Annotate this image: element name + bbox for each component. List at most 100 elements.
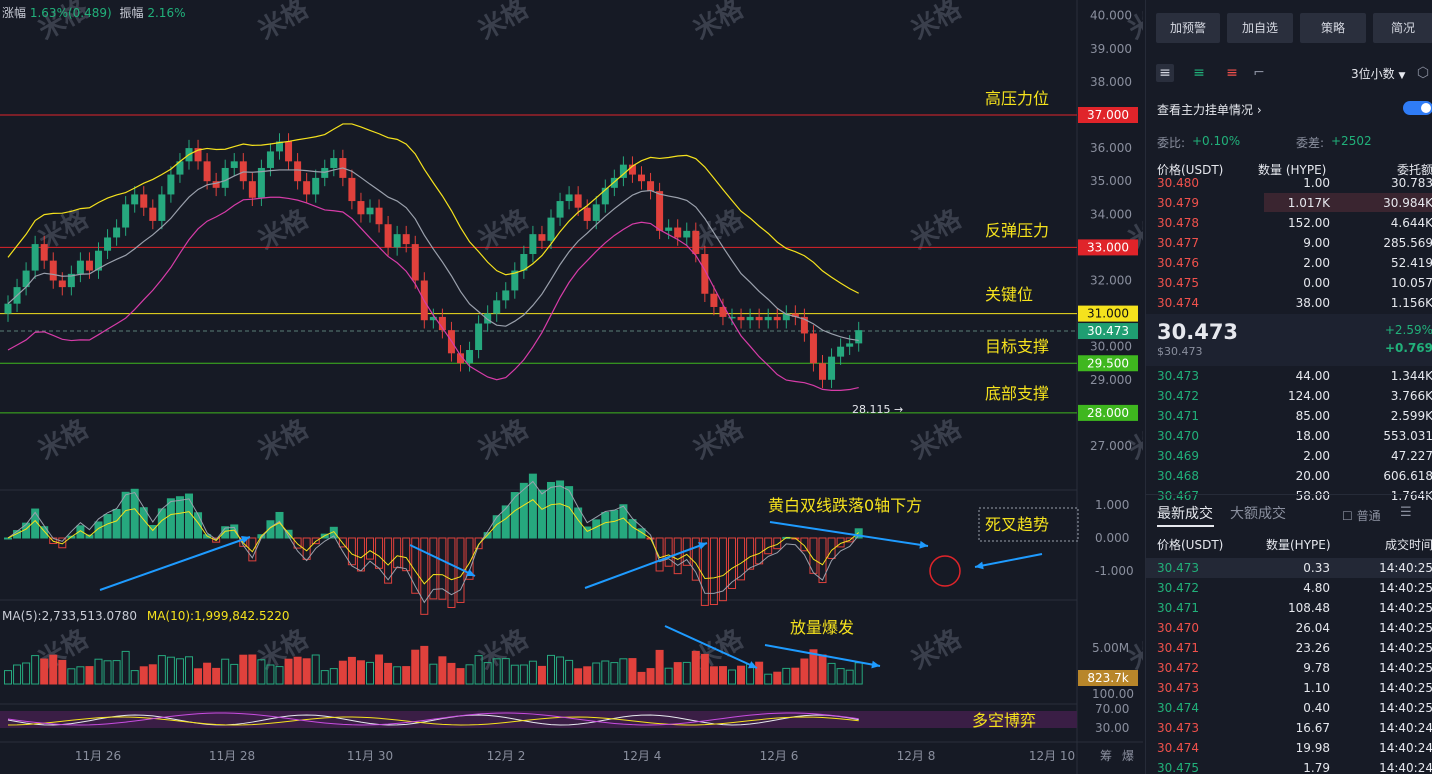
- candle[interactable]: [800, 316, 808, 334]
- trade-row[interactable]: 30.473 16.67 14:40:24: [1146, 718, 1432, 738]
- candle[interactable]: [203, 161, 211, 182]
- ask-row[interactable]: 30.474 38.00 1.156K: [1146, 293, 1432, 313]
- candle[interactable]: [457, 353, 464, 364]
- candle[interactable]: [764, 316, 772, 321]
- candle[interactable]: [49, 260, 57, 281]
- filter-icon[interactable]: ☰: [1400, 505, 1412, 520]
- kline-chart[interactable]: 米格 米格 米格 米格 米格 米格 米格 米格 米格 米格 米格 米格 米格 米格 米格 米格 米格 米格 米格 米格…: [0, 0, 1143, 774]
- candle[interactable]: [746, 316, 754, 321]
- trade-row[interactable]: 30.472 9.78 14:40:25: [1146, 658, 1432, 678]
- candle[interactable]: [692, 230, 700, 255]
- decimals-select[interactable]: 3位小数 ▼: [1351, 65, 1405, 82]
- candle[interactable]: [95, 250, 102, 271]
- candle[interactable]: [855, 330, 863, 344]
- candle[interactable]: [285, 141, 293, 162]
- ask-row[interactable]: 30.477 9.00 285.569: [1146, 233, 1432, 253]
- trade-row[interactable]: 30.475 1.79 14:40:24: [1146, 758, 1432, 774]
- candle[interactable]: [484, 313, 492, 324]
- candle[interactable]: [683, 230, 691, 238]
- bid-row[interactable]: 30.473 44.00 1.344K: [1146, 366, 1432, 386]
- trades-header-qty[interactable]: 数量(HYPE): [1266, 538, 1331, 552]
- candle[interactable]: [266, 151, 274, 168]
- candle[interactable]: [782, 313, 790, 321]
- candle[interactable]: [583, 207, 591, 221]
- candle[interactable]: [248, 181, 256, 198]
- candle[interactable]: [538, 234, 546, 241]
- candle[interactable]: [366, 207, 374, 215]
- chips-label[interactable]: 筹: [1100, 749, 1112, 763]
- settings-gear-icon[interactable]: ⬡: [1416, 65, 1430, 81]
- candle[interactable]: [547, 217, 555, 241]
- candle[interactable]: [158, 194, 166, 221]
- trade-row[interactable]: 30.471 108.48 14:40:25: [1146, 598, 1432, 618]
- candle[interactable]: [511, 270, 519, 291]
- candle[interactable]: [411, 244, 419, 281]
- normal-checkbox[interactable]: ☐ 普通: [1342, 507, 1381, 524]
- candle[interactable]: [221, 167, 229, 188]
- tab-large-trades[interactable]: 大额成交: [1230, 506, 1286, 522]
- main-orders-link[interactable]: 查看主力挂单情况 ›: [1157, 101, 1262, 118]
- candle[interactable]: [565, 194, 573, 202]
- trade-row[interactable]: 30.471 23.26 14:40:25: [1146, 638, 1432, 658]
- bid-row[interactable]: 30.468 20.00 606.618: [1146, 466, 1432, 486]
- candle[interactable]: [529, 234, 537, 255]
- candle[interactable]: [239, 161, 247, 182]
- book-both-icon[interactable]: ≡: [1156, 64, 1174, 82]
- candle[interactable]: [429, 316, 437, 321]
- book-asks-icon[interactable]: ≡: [1226, 65, 1238, 81]
- candle[interactable]: [638, 174, 645, 182]
- candle[interactable]: [276, 141, 283, 152]
- candle[interactable]: [167, 174, 175, 195]
- ask-row[interactable]: 30.478 152.00 4.644K: [1146, 213, 1432, 233]
- candle[interactable]: [737, 316, 745, 321]
- candle[interactable]: [375, 207, 383, 225]
- candle[interactable]: [647, 181, 655, 192]
- candle[interactable]: [466, 350, 474, 364]
- bid-row[interactable]: 30.470 18.00 553.031: [1146, 426, 1432, 446]
- candle[interactable]: [330, 158, 338, 168]
- candle[interactable]: [755, 316, 763, 321]
- trade-row[interactable]: 30.474 19.98 14:40:24: [1146, 738, 1432, 758]
- candle[interactable]: [67, 273, 75, 288]
- candle[interactable]: [728, 316, 736, 319]
- bid-row[interactable]: 30.467 58.00 1.764K: [1146, 486, 1432, 506]
- bid-row[interactable]: 30.469 2.00 47.227: [1146, 446, 1432, 466]
- candle[interactable]: [348, 177, 356, 202]
- candle[interactable]: [665, 227, 673, 231]
- candle[interactable]: [294, 161, 302, 182]
- candle[interactable]: [140, 194, 148, 208]
- book-header-qty[interactable]: 数量 (HYPE): [1258, 163, 1327, 177]
- candle[interactable]: [574, 194, 582, 208]
- candle[interactable]: [176, 161, 184, 175]
- candle[interactable]: [791, 313, 799, 317]
- candle[interactable]: [212, 181, 220, 188]
- trade-row[interactable]: 30.473 1.10 14:40:25: [1146, 678, 1432, 698]
- ask-row[interactable]: 30.479 1.017K 30.984K: [1146, 193, 1432, 213]
- candle[interactable]: [502, 290, 510, 301]
- candle[interactable]: [556, 201, 564, 218]
- ask-row[interactable]: 30.480 1.00 30.783: [1146, 173, 1432, 193]
- overview-button[interactable]: 简况: [1373, 13, 1432, 43]
- candle[interactable]: [312, 177, 320, 195]
- candle[interactable]: [31, 244, 39, 271]
- candle[interactable]: [520, 254, 528, 271]
- candle[interactable]: [610, 177, 618, 188]
- trade-row[interactable]: 30.470 26.04 14:40:25: [1146, 618, 1432, 638]
- candle[interactable]: [357, 201, 365, 215]
- add-alert-button[interactable]: 加预警: [1156, 13, 1220, 43]
- tab-latest-trades[interactable]: 最新成交: [1157, 506, 1213, 522]
- candle[interactable]: [76, 260, 84, 274]
- burst-label[interactable]: 爆: [1122, 749, 1134, 763]
- candle[interactable]: [773, 316, 781, 321]
- candle[interactable]: [122, 204, 130, 228]
- candle[interactable]: [257, 167, 265, 198]
- candle[interactable]: [438, 316, 446, 331]
- candle[interactable]: [592, 204, 600, 221]
- candle[interactable]: [131, 194, 139, 205]
- trade-row[interactable]: 30.473 0.33 14:40:25: [1146, 558, 1432, 578]
- candle[interactable]: [40, 244, 48, 261]
- bid-row[interactable]: 30.472 124.00 3.766K: [1146, 386, 1432, 406]
- candle[interactable]: [85, 260, 93, 271]
- candle[interactable]: [22, 270, 30, 288]
